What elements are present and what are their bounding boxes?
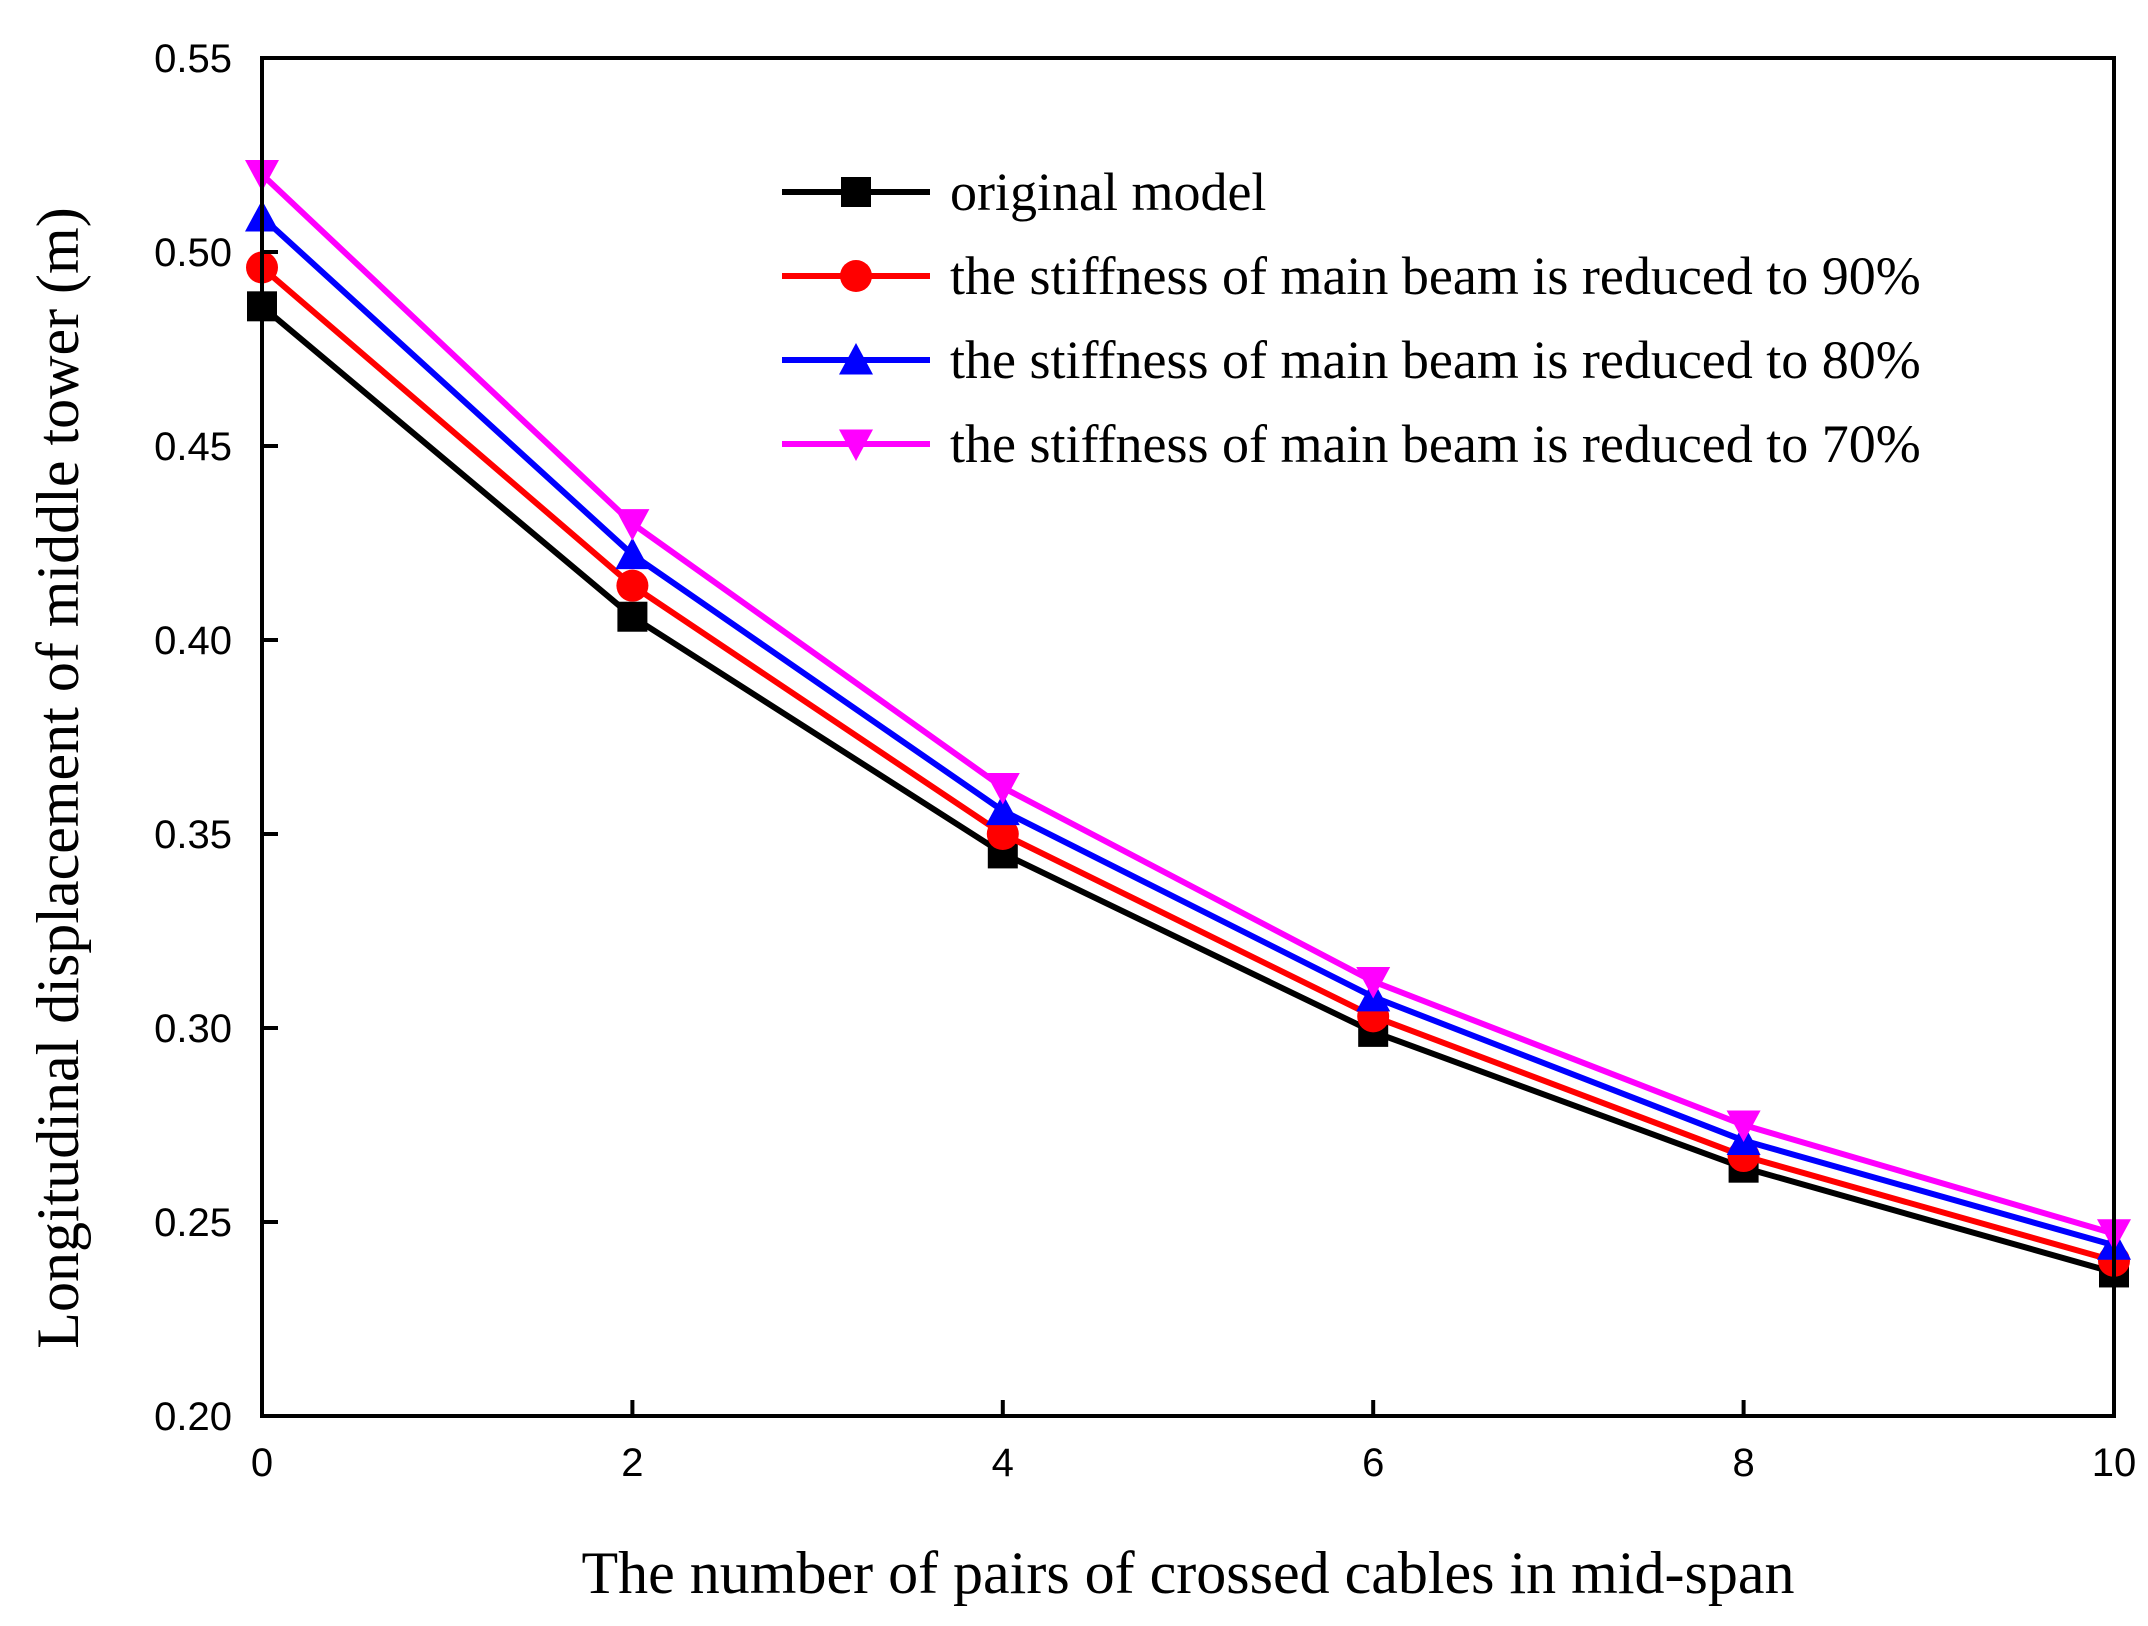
series-3 — [245, 200, 2131, 1260]
data-point — [615, 537, 650, 570]
x-tick-label: 4 — [992, 1441, 1014, 1485]
legend-marker — [841, 177, 871, 207]
legend-label: the stiffness of main beam is reduced to… — [950, 330, 1921, 390]
series-line — [259, 172, 2115, 1237]
data-point — [985, 793, 1020, 826]
legend-label: the stiffness of main beam is reduced to… — [950, 246, 1921, 306]
y-tick-label: 0.35 — [154, 813, 232, 857]
y-tick-label: 0.50 — [154, 231, 232, 275]
x-tick-label: 0 — [251, 1441, 273, 1485]
legend-marker — [840, 260, 872, 292]
axes-layer: 0 2 4 6 8 10 0.20 0.25 0.30 0.35 0.40 0.45 0.50 0.55 — [154, 37, 2136, 1485]
y-tick-label: 0.25 — [154, 1201, 232, 1245]
legend-item-2: the stiffness of main beam is reduced to… — [782, 246, 1921, 306]
y-axis-title: Longitudinal displacement of middle towe… — [25, 207, 91, 1348]
data-point — [986, 818, 1019, 850]
y-tick-label: 0.55 — [154, 37, 232, 81]
y-tick-label: 0.30 — [154, 1007, 232, 1051]
x-axis-title: The number of pairs of crossed cables in… — [582, 1540, 1795, 1606]
x-tick-label: 2 — [621, 1441, 643, 1485]
legend-item-4: the stiffness of main beam is reduced to… — [782, 414, 1921, 474]
data-point — [1726, 1110, 1761, 1142]
legend-item-1: original model — [782, 162, 1266, 222]
plot-frame — [260, 56, 2116, 1418]
y-tick-label: 0.45 — [154, 425, 232, 469]
y-tick-label: 0.40 — [154, 619, 232, 663]
legend-marker — [839, 343, 873, 375]
legend-label: the stiffness of main beam is reduced to… — [950, 414, 1921, 474]
data-point — [616, 569, 649, 602]
data-point — [985, 772, 1020, 805]
x-tick-label: 6 — [1362, 1441, 1384, 1485]
legend-label: original model — [950, 162, 1266, 222]
series-line — [259, 214, 2115, 1249]
legend-item-3: the stiffness of main beam is reduced to… — [782, 330, 1921, 390]
data-point — [617, 601, 648, 632]
data-point — [615, 509, 650, 541]
series-4 — [245, 159, 2131, 1251]
x-tick-label: 10 — [2092, 1441, 2137, 1485]
legend-marker — [839, 429, 873, 461]
series-layer — [245, 159, 2131, 1288]
series-line — [260, 304, 2115, 1276]
series-line — [260, 265, 2115, 1264]
legend: original model the stiffness of main beam… — [782, 162, 1921, 474]
y-tick-label: 0.20 — [154, 1395, 232, 1439]
data-point — [1356, 966, 1391, 999]
x-tick-label: 8 — [1732, 1441, 1754, 1485]
